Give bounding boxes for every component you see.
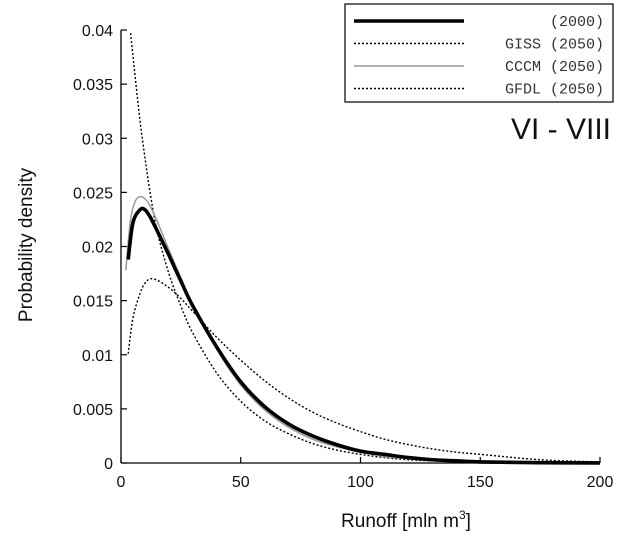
series-line-gfdl-2050 — [127, 277, 601, 463]
legend-items: (2000) GISS (2050) CCCM (2050) GFDL (2050) — [354, 14, 604, 99]
x-axis-title-close: ] — [466, 511, 471, 532]
x-axis-title-main: Runoff [mln m — [341, 511, 459, 532]
period-annotation: VI - VIII — [511, 113, 611, 146]
x-tick-label: 200 — [587, 474, 614, 491]
legend: (2000) GISS (2050) CCCM (2050) GFDL (2050) — [344, 3, 614, 103]
x-tick-label: 100 — [347, 474, 374, 491]
y-tick-label: 0.025 — [73, 185, 113, 202]
x-axis-title: Runoff [mln m3] — [341, 508, 471, 532]
x-tick-label: 50 — [232, 474, 250, 491]
y-tick-label: 0.01 — [82, 348, 113, 365]
y-tick-label: 0 — [104, 456, 113, 473]
legend-label-gfdl-2050: GFDL (2050) — [505, 82, 604, 99]
y-tick-label: 0.005 — [73, 402, 113, 419]
series-lines — [125, 33, 601, 465]
y-tick-label: 0.04 — [82, 23, 113, 40]
y-tick-label: 0.02 — [82, 240, 113, 257]
series-line-giss-2050 — [129, 33, 457, 463]
y-tick-label: 0.03 — [82, 131, 113, 148]
legend-label-cccm-2050: CCCM (2050) — [505, 59, 604, 76]
x-tick-label: 150 — [467, 474, 494, 491]
axes: 0 0.005 0.01 0.015 0.02 0.025 0.03 0.035 0.04 0 50… — [73, 23, 613, 491]
series-line-cccm-2050 — [125, 195, 481, 463]
series-line-2000 — [126, 206, 601, 465]
legend-label-giss-2050: GISS (2050) — [505, 37, 604, 54]
x-tick-label: 0 — [117, 474, 126, 491]
y-tick-label: 0.015 — [73, 294, 113, 311]
x-axis-title-superscript: 3 — [459, 508, 466, 522]
legend-label-2000: (2000) — [550, 14, 604, 31]
y-axis-title: Probability density — [16, 167, 37, 322]
y-tick-label: 0.035 — [73, 77, 113, 94]
